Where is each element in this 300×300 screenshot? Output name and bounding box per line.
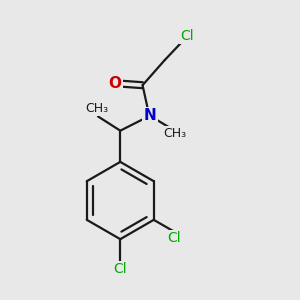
Text: CH₃: CH₃ xyxy=(85,103,108,116)
Text: Cl: Cl xyxy=(168,231,181,245)
Text: Cl: Cl xyxy=(113,262,127,277)
Text: CH₃: CH₃ xyxy=(163,127,186,140)
Text: O: O xyxy=(109,76,122,91)
Text: N: N xyxy=(144,108,156,123)
Text: Cl: Cl xyxy=(180,29,194,43)
